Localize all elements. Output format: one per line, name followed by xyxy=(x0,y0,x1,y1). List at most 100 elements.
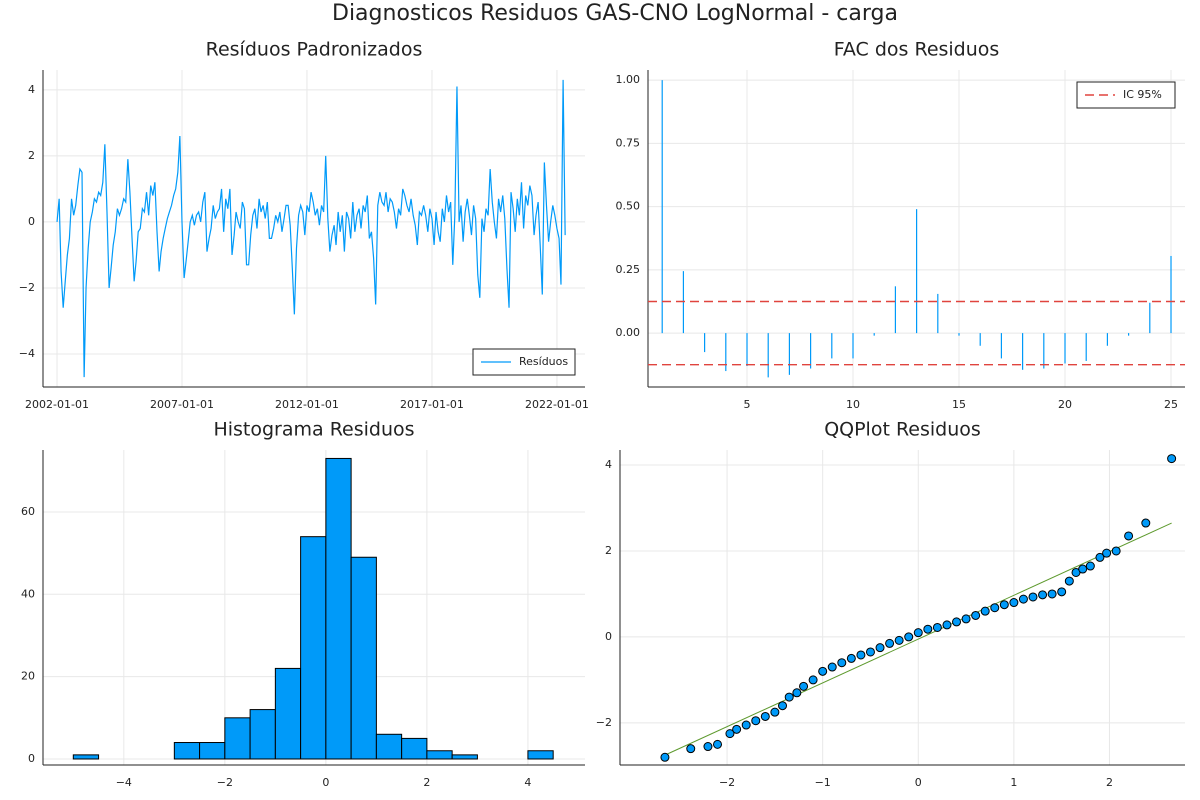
histogram-bar xyxy=(249,709,276,760)
qq-point xyxy=(1141,518,1151,528)
qq-point xyxy=(894,635,904,645)
qq-point xyxy=(856,650,866,660)
x-tick-label: 2007-01-01 xyxy=(150,398,214,411)
histogram-bar xyxy=(274,667,302,760)
y-tick-label: 0.50 xyxy=(616,200,641,213)
y-tick-label: 0 xyxy=(28,215,35,228)
histogram-bar xyxy=(300,536,327,760)
y-tick-label: 1.00 xyxy=(616,73,641,86)
x-tick-label: 10 xyxy=(846,398,860,411)
qq-point xyxy=(865,647,875,657)
x-tick-label: −2 xyxy=(217,776,233,789)
qq-point xyxy=(732,724,742,734)
x-tick-label: 4 xyxy=(524,776,531,789)
qq-point xyxy=(778,701,788,711)
qq-point xyxy=(818,666,828,676)
qq-point xyxy=(837,658,847,668)
qq-point xyxy=(703,742,713,752)
qq-point xyxy=(980,606,990,616)
x-tick-label: 2 xyxy=(423,776,430,789)
qq-point xyxy=(1085,561,1095,571)
y-tick-label: 0 xyxy=(28,752,35,765)
qq-point xyxy=(885,638,895,648)
panel-title: Resíduos Padronizados xyxy=(206,39,423,61)
y-tick-label: 0.25 xyxy=(616,263,641,276)
histogram-bar xyxy=(173,742,201,760)
x-tick-label: 5 xyxy=(744,398,751,411)
histogram-bar xyxy=(401,737,428,760)
histogram-bar xyxy=(375,733,403,760)
x-tick-label: −1 xyxy=(815,776,831,789)
qq-point xyxy=(725,729,735,739)
qq-point xyxy=(1038,590,1048,600)
y-tick-label: 4 xyxy=(28,83,35,96)
y-tick-label: 4 xyxy=(605,458,612,471)
qq-point xyxy=(713,739,723,749)
qq-point xyxy=(942,620,952,630)
qq-point xyxy=(741,720,751,730)
y-tick-label: 40 xyxy=(21,587,35,600)
qq-point xyxy=(971,610,981,620)
y-tick-label: 0.00 xyxy=(616,326,641,339)
x-tick-label: −2 xyxy=(719,776,735,789)
qq-point xyxy=(760,711,770,721)
qq-point xyxy=(1111,546,1121,556)
legend-label: IC 95% xyxy=(1123,88,1162,101)
x-tick-label: 2017-01-01 xyxy=(400,398,464,411)
y-tick-label: 0 xyxy=(605,630,612,643)
qq-point xyxy=(1102,548,1112,558)
qq-point xyxy=(932,622,942,632)
x-tick-label: 0 xyxy=(915,776,922,789)
qq-point xyxy=(784,692,794,702)
x-tick-label: 20 xyxy=(1058,398,1072,411)
qq-point xyxy=(990,603,1000,613)
y-tick-label: 2 xyxy=(28,149,35,162)
reference-line xyxy=(664,522,1172,756)
x-tick-label: 0 xyxy=(322,776,329,789)
qq-point xyxy=(1018,594,1028,604)
qq-point xyxy=(792,688,802,698)
histogram-bar xyxy=(199,742,226,760)
histogram-bar xyxy=(72,754,100,760)
qq-point xyxy=(913,628,923,638)
qq-point xyxy=(1095,552,1105,562)
qq-point xyxy=(1028,592,1038,602)
qq-point xyxy=(660,752,670,762)
histogram-bar xyxy=(350,556,377,760)
qq-point xyxy=(770,707,780,717)
x-tick-label: 15 xyxy=(952,398,966,411)
x-tick-label: 2002-01-01 xyxy=(25,398,89,411)
qq-point xyxy=(751,716,761,726)
y-tick-label: 20 xyxy=(21,670,35,683)
legend-label: Resíduos xyxy=(519,355,568,368)
qq-point xyxy=(808,675,818,685)
figure-title: Diagnosticos Residuos GAS-CNO LogNormal … xyxy=(332,1,898,26)
y-tick-label: −4 xyxy=(19,347,35,360)
qq-point xyxy=(827,662,837,672)
x-tick-label: 25 xyxy=(1164,398,1178,411)
qq-point xyxy=(904,632,914,642)
data-line xyxy=(56,79,566,378)
y-tick-label: 0.75 xyxy=(616,136,641,149)
x-tick-label: 2012-01-01 xyxy=(275,398,339,411)
x-tick-label: 2 xyxy=(1106,776,1113,789)
x-tick-label: 1 xyxy=(1010,776,1017,789)
histogram-bar xyxy=(527,750,554,760)
qq-point xyxy=(952,617,962,627)
qq-point xyxy=(1167,454,1177,464)
panel-title: QQPlot Residuos xyxy=(824,419,981,441)
histogram-bar xyxy=(325,457,352,760)
histogram-bar xyxy=(451,754,478,760)
qq-point xyxy=(875,643,885,653)
qq-point xyxy=(1057,587,1067,597)
qq-point xyxy=(961,614,971,624)
qq-point xyxy=(999,600,1009,610)
qq-point xyxy=(686,744,696,754)
qq-point xyxy=(1047,589,1057,599)
panel-title: Histograma Residuos xyxy=(213,419,414,441)
qq-point xyxy=(846,653,856,663)
qq-point xyxy=(1124,531,1134,541)
qq-point xyxy=(1009,598,1019,608)
y-tick-label: 2 xyxy=(605,544,612,557)
